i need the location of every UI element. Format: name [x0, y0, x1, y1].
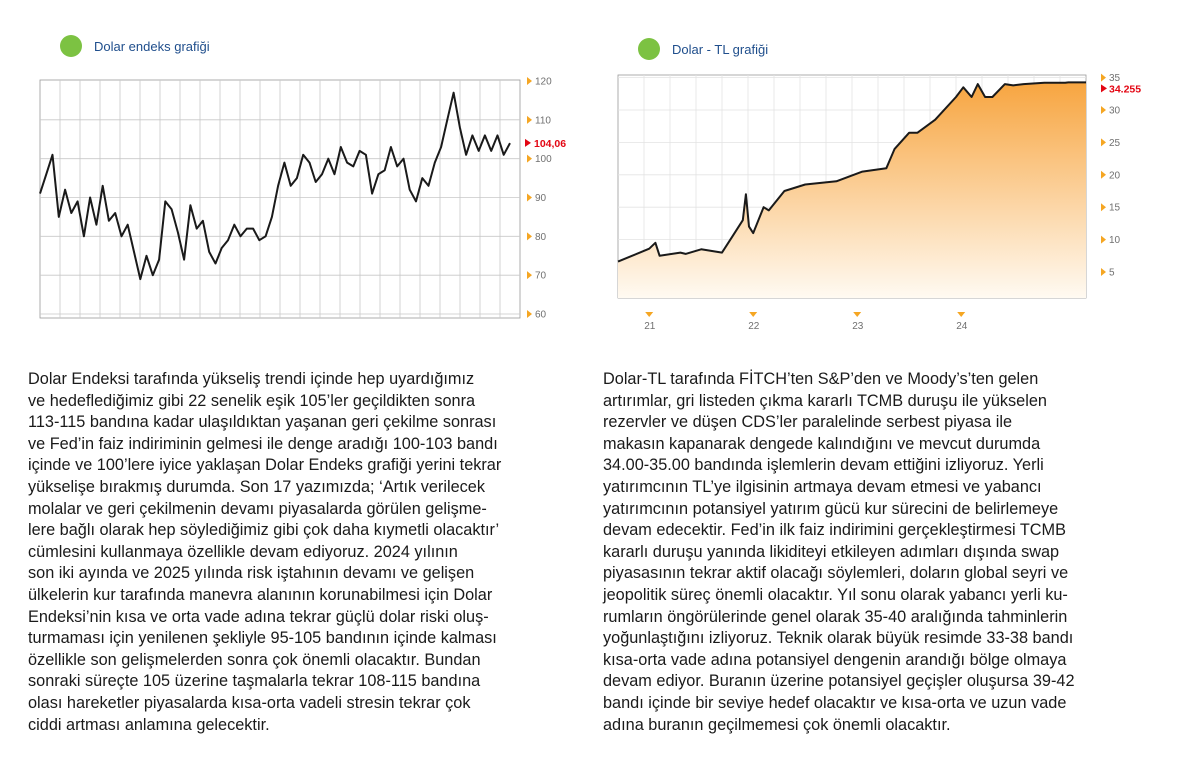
- text-line: kısa-orta vade adına potansiyel dengenin…: [603, 650, 1067, 669]
- series-line: [617, 81, 1086, 263]
- chart2-title: Dolar - TL grafiği: [638, 38, 768, 60]
- text-line: bandı içinde bir seviye hedef olacaktır …: [603, 693, 1067, 712]
- green-dot-icon: [60, 35, 82, 57]
- x-tick-label: 24: [956, 321, 968, 332]
- x-tick-arrow-icon: [749, 312, 758, 317]
- text-line: devam ediyor. Buranın üzerine potansiyel…: [603, 672, 1075, 691]
- text-line: yatırımcının TL’ye ilgisinin artmaya dev…: [603, 477, 1042, 496]
- x-tick-arrow-icon: [853, 312, 862, 317]
- dolar-tl-chart: 35 30 25 20 15 10 5 21 22 23 24 34.255: [617, 73, 1141, 332]
- dolar-tl-commentary: Dolar-TL tarafında FİTCH’ten S&P’den ve …: [603, 369, 1075, 736]
- tick-arrow-icon: [527, 232, 532, 241]
- x-tick-arrow-icon: [957, 312, 966, 317]
- text-line: sonraki süreçte 105 üzerine taşmalarla t…: [28, 672, 481, 691]
- text-line: piyasasının tekrar aktif olacağı söyleml…: [603, 564, 1069, 583]
- tick-arrow-icon: [1101, 203, 1106, 212]
- text-line: ve Fed’in faiz indiriminin gelmesi ile d…: [28, 434, 498, 453]
- series-area: [618, 82, 1086, 299]
- last-value-arrow-icon: [1101, 84, 1107, 93]
- tick-arrow-icon: [527, 77, 532, 85]
- text-line: Dolar Endeksi tarafında yükseliş trendi …: [28, 370, 475, 388]
- last-value-label: 104,06: [534, 138, 566, 150]
- y-tick-label: 60: [535, 310, 547, 321]
- chart1-title: Dolar endeks grafiği: [60, 35, 210, 57]
- tick-arrow-icon: [527, 310, 532, 318]
- y-tick-label: 25: [1109, 138, 1121, 149]
- dolar-endeks-chart: 120 110 100 90 80 70 60 104,06: [39, 77, 566, 321]
- y-tick-label: 35: [1109, 73, 1121, 84]
- y-tick-label: 70: [535, 271, 547, 282]
- text-line: devam edecektir. Fed’in ilk faiz indirim…: [603, 521, 1066, 540]
- text-line: cümlesini kullanmaya özellikle devam edi…: [28, 542, 458, 561]
- tick-arrow-icon: [1101, 170, 1106, 179]
- last-value-label: 34.255: [1109, 83, 1141, 95]
- text-line: adına buranın geçilmemesi çok önemli ola…: [603, 715, 951, 734]
- text-line: kararlı duruşu yanında likiditeyi etkile…: [603, 542, 1060, 561]
- tick-arrow-icon: [527, 154, 532, 163]
- x-tick-label: 23: [852, 321, 864, 332]
- tick-arrow-icon: [1101, 73, 1106, 82]
- y-tick-label: 20: [1109, 170, 1121, 181]
- text-line: makasın kapanarak dengede kalındığını ve…: [603, 434, 1041, 453]
- text-line: yükselişe bırakmış durumda. Son 17 yazım…: [28, 477, 485, 496]
- x-tick-label: 22: [748, 321, 760, 332]
- text-line: son iki ayında ve 2025 yılında risk işta…: [28, 564, 475, 583]
- text-line: ciddi artması anlamına gelecektir.: [28, 715, 270, 734]
- chart1-title-text: Dolar endeks grafiği: [94, 38, 210, 54]
- tick-arrow-icon: [1101, 106, 1106, 114]
- text-line: yatırımcının potansiyel yatırım gücü kur…: [603, 499, 1059, 518]
- text-line: 113-115 bandına kadar ulaşıldıktan yaşan…: [28, 413, 497, 432]
- chart2-title-text: Dolar - TL grafiği: [672, 41, 769, 57]
- y-tick-label: 10: [1109, 235, 1121, 246]
- text-line: molalar ve geri çekilmenin devamı piyasa…: [28, 499, 487, 518]
- text-line: turmaması için yenilenen şekliyle 95-105…: [28, 629, 497, 648]
- y-tick-label: 80: [535, 232, 547, 243]
- text-line: özellikle son gelişmelerden sonra çok ön…: [28, 650, 481, 669]
- y-tick-label: 15: [1109, 203, 1121, 214]
- tick-arrow-icon: [1101, 138, 1106, 147]
- text-line: yoğunlaştığını izliyoruz. Teknik olarak …: [603, 629, 1074, 648]
- text-line: lere bağlı olarak hep söylediğimiz gibi …: [28, 521, 500, 540]
- y-tick-label: 110: [535, 115, 551, 126]
- text-line: ve hedeflediğimiz gibi 22 senelik eşik 1…: [28, 391, 476, 410]
- text-line: olası hareketler piyasalarda kısa-orta v…: [28, 693, 471, 712]
- tick-arrow-icon: [527, 193, 532, 202]
- last-value-arrow-icon: [525, 138, 531, 147]
- tick-arrow-icon: [527, 115, 532, 124]
- text-line: rezervler ve düşen CDS’ler paralelinde s…: [603, 413, 1013, 432]
- x-tick-arrow-icon: [645, 312, 654, 317]
- y-tick-label: 5: [1109, 268, 1115, 279]
- text-line: ülkelerin kur tarafında manevra alanının…: [28, 585, 493, 604]
- tick-arrow-icon: [1101, 235, 1106, 244]
- y-tick-label: 100: [535, 154, 552, 165]
- text-line: Dolar-TL tarafında FİTCH’ten S&P’den ve …: [603, 370, 1039, 388]
- text-line: Endeksi’nin kısa ve orta vade adına tekr…: [28, 607, 489, 626]
- dolar-endeks-commentary: Dolar Endeksi tarafında yükseliş trendi …: [28, 369, 501, 736]
- tick-arrow-icon: [1101, 268, 1106, 276]
- y-tick-label: 120: [535, 77, 552, 88]
- y-tick-label: 30: [1109, 106, 1121, 117]
- x-tick-label: 21: [644, 321, 656, 332]
- tick-arrow-icon: [527, 271, 532, 280]
- y-tick-label: 90: [535, 193, 547, 204]
- text-line: rumların öngörülerinde genel olarak 35-4…: [603, 607, 1068, 626]
- text-line: jeopolitik süreç önemli olacaktır. Yıl s…: [603, 585, 1068, 604]
- text-line: içinde ve 100’lere iyice yaklaşan Dolar …: [28, 456, 502, 475]
- green-dot-icon: [638, 38, 660, 60]
- text-line: artırımlar, gri listeden çıkma kararlı T…: [603, 391, 1047, 410]
- series-line: [39, 91, 511, 281]
- text-line: 34.00-35.00 bandında işlemlerin devam et…: [603, 456, 1044, 475]
